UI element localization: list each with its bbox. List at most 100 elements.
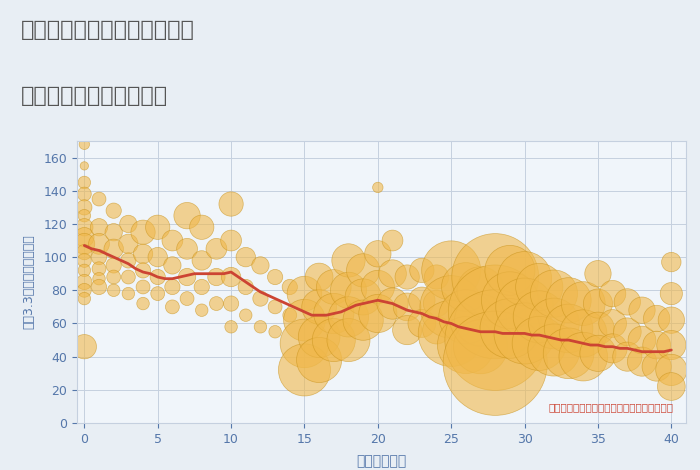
Point — [475, 343, 486, 351]
Y-axis label: 坪（3.3㎡）単価（万円）: 坪（3.3㎡）単価（万円） — [22, 235, 35, 329]
Point — [93, 265, 104, 273]
Point — [372, 250, 384, 258]
Point — [167, 237, 178, 244]
Point — [299, 290, 310, 298]
Point — [431, 326, 442, 334]
Point — [666, 290, 677, 298]
Point — [636, 358, 648, 365]
Point — [255, 323, 266, 330]
Point — [475, 316, 486, 324]
Point — [475, 287, 486, 294]
Point — [592, 350, 603, 357]
Point — [270, 328, 281, 336]
Point — [78, 179, 90, 186]
Point — [122, 290, 134, 298]
Point — [225, 200, 237, 208]
Point — [299, 366, 310, 374]
Point — [387, 300, 398, 307]
Point — [284, 283, 295, 291]
Point — [548, 290, 559, 298]
Point — [519, 303, 530, 311]
Point — [622, 353, 633, 360]
Point — [122, 220, 134, 227]
Point — [504, 325, 515, 332]
X-axis label: 築年数（年）: 築年数（年） — [356, 454, 407, 468]
Point — [93, 196, 104, 203]
Point — [343, 337, 354, 344]
Point — [314, 273, 325, 281]
Point — [461, 283, 472, 291]
Point — [78, 141, 90, 148]
Point — [636, 306, 648, 314]
Point — [240, 312, 251, 319]
Point — [137, 283, 148, 291]
Point — [666, 316, 677, 324]
Point — [358, 293, 369, 301]
Point — [211, 300, 222, 307]
Point — [578, 329, 589, 337]
Point — [181, 212, 193, 219]
Point — [152, 224, 163, 231]
Point — [563, 350, 574, 357]
Point — [504, 297, 515, 304]
Point — [328, 283, 339, 291]
Point — [122, 257, 134, 264]
Point — [519, 275, 530, 282]
Point — [431, 273, 442, 281]
Point — [416, 320, 428, 327]
Point — [666, 258, 677, 266]
Point — [402, 326, 413, 334]
Point — [181, 245, 193, 252]
Point — [137, 228, 148, 236]
Point — [167, 303, 178, 311]
Point — [122, 273, 134, 281]
Point — [461, 341, 472, 349]
Point — [225, 323, 237, 330]
Point — [314, 333, 325, 340]
Point — [137, 300, 148, 307]
Point — [108, 207, 119, 214]
Point — [461, 313, 472, 321]
Point — [78, 287, 90, 294]
Point — [489, 308, 500, 316]
Point — [592, 300, 603, 307]
Point — [343, 287, 354, 294]
Point — [93, 283, 104, 291]
Point — [211, 245, 222, 252]
Point — [270, 273, 281, 281]
Point — [270, 303, 281, 311]
Point — [489, 360, 500, 367]
Point — [328, 310, 339, 317]
Point — [314, 303, 325, 311]
Point — [152, 253, 163, 261]
Point — [211, 273, 222, 281]
Point — [93, 253, 104, 261]
Point — [358, 316, 369, 324]
Point — [108, 262, 119, 269]
Point — [108, 228, 119, 236]
Point — [93, 240, 104, 248]
Point — [78, 343, 90, 351]
Point — [78, 257, 90, 264]
Point — [651, 363, 662, 370]
Point — [78, 224, 90, 231]
Point — [578, 353, 589, 360]
Point — [358, 266, 369, 274]
Point — [108, 273, 119, 281]
Point — [446, 303, 457, 311]
Point — [255, 295, 266, 302]
Point — [504, 266, 515, 274]
Point — [196, 224, 207, 231]
Point — [402, 303, 413, 311]
Point — [167, 283, 178, 291]
Point — [387, 270, 398, 277]
Point — [78, 278, 90, 286]
Point — [592, 325, 603, 332]
Point — [196, 306, 207, 314]
Point — [519, 329, 530, 337]
Point — [533, 313, 545, 321]
Point — [548, 346, 559, 354]
Point — [122, 240, 134, 248]
Point — [343, 257, 354, 264]
Point — [636, 337, 648, 344]
